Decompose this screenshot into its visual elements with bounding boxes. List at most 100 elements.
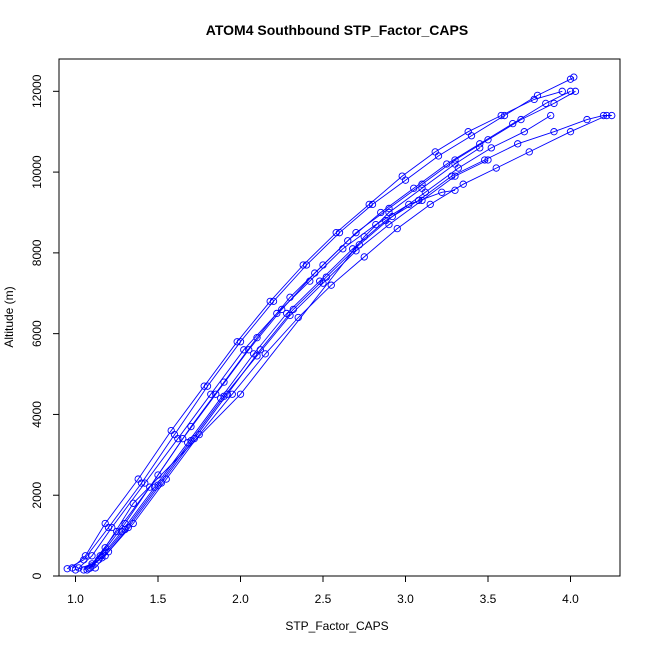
y-axis: 0 2000 4000 6000 8000 10000 12000 (30, 74, 60, 579)
data-point (476, 140, 484, 148)
x-tick-label: 1.5 (150, 592, 167, 606)
series-8 (83, 156, 492, 574)
data-point (484, 136, 492, 144)
plot-frame (58, 58, 621, 577)
data-point (451, 160, 459, 168)
data-point (63, 565, 71, 573)
data-point (98, 554, 106, 562)
data-point (492, 164, 500, 172)
y-tick-label: 10000 (30, 155, 44, 189)
data-point (228, 390, 236, 398)
data-point (514, 140, 522, 148)
data-point (451, 186, 459, 194)
y-tick-label: 6000 (30, 320, 44, 347)
data-point (253, 334, 261, 342)
data-point (129, 499, 137, 507)
data-point (459, 180, 467, 188)
data-point (547, 111, 555, 120)
series-line (91, 115, 607, 567)
series-4 (91, 111, 555, 572)
data-point (154, 481, 162, 489)
y-tick-label: 4000 (30, 401, 44, 428)
series-line (66, 76, 575, 570)
x-tick-label: 4.0 (562, 592, 579, 606)
data-point (550, 99, 558, 108)
data-point (68, 564, 76, 572)
data-point (525, 148, 533, 156)
data-point (451, 156, 459, 164)
series-5 (80, 111, 616, 574)
data-point (236, 390, 245, 398)
data-point (212, 390, 220, 398)
data-point (365, 200, 373, 209)
data-point (487, 144, 495, 152)
y-tick-label: 2000 (30, 482, 44, 509)
data-point (253, 352, 261, 360)
data-point (339, 245, 347, 253)
data-point (509, 119, 517, 128)
y-tick-label: 0 (30, 572, 44, 579)
data-point (141, 479, 149, 487)
data-point (484, 156, 492, 164)
data-point (418, 180, 426, 188)
x-axis: 1.0 1.5 2.0 2.5 3.0 3.5 4.0 (67, 575, 579, 606)
series-line (71, 90, 563, 569)
data-point (352, 229, 360, 237)
data-point (393, 224, 401, 233)
data-point (451, 172, 459, 180)
series-10 (68, 87, 566, 572)
series-2 (71, 87, 575, 574)
y-tick-label: 8000 (30, 239, 44, 266)
data-point (476, 144, 484, 152)
data-point (266, 297, 274, 305)
data-point (426, 200, 434, 209)
series-line (86, 159, 489, 571)
data-point (608, 111, 616, 120)
data-point (344, 237, 352, 245)
y-axis-label: Altitude (m) (2, 286, 16, 347)
x-tick-label: 3.0 (397, 592, 414, 606)
series-6 (88, 111, 611, 570)
data-point (418, 184, 426, 192)
data-point (517, 115, 525, 124)
data-point (81, 552, 90, 560)
x-axis-label: STP_Factor_CAPS (285, 619, 388, 633)
data-point (174, 435, 182, 443)
data-point (146, 483, 154, 491)
data-point (162, 475, 170, 483)
data-point (286, 311, 294, 320)
data-point (571, 87, 580, 95)
data-point (372, 220, 380, 229)
data-point (520, 128, 528, 136)
data-point (187, 422, 195, 431)
data-point (233, 338, 241, 346)
data-point (299, 261, 307, 269)
data-point (558, 87, 566, 95)
data-point (86, 564, 95, 572)
data-point (405, 200, 413, 209)
data-point (464, 128, 472, 136)
data-point (220, 378, 228, 386)
series-1 (63, 73, 578, 573)
data-point (80, 566, 88, 574)
data-point (306, 277, 314, 285)
data-point (134, 475, 142, 483)
series-line (90, 147, 481, 569)
x-tick-label: 2.0 (232, 592, 249, 606)
data-point (319, 279, 327, 287)
data-point (603, 111, 611, 120)
series-3 (85, 87, 580, 573)
series-9 (86, 144, 484, 572)
data-point (583, 115, 591, 124)
data-point (431, 148, 439, 156)
x-tick-label: 2.5 (315, 592, 332, 606)
data-point (108, 523, 116, 532)
series-7 (75, 186, 459, 572)
data-point (240, 346, 248, 354)
data-point (121, 525, 129, 534)
series-layer (63, 73, 616, 574)
data-point (220, 392, 228, 400)
data-point (418, 196, 426, 205)
data-point (101, 544, 109, 552)
